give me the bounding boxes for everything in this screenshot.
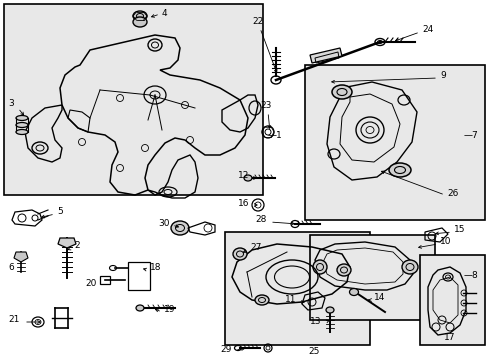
Polygon shape [309, 48, 341, 63]
Text: —1: —1 [267, 130, 282, 139]
Text: 18: 18 [150, 264, 161, 273]
Text: 13: 13 [309, 318, 321, 327]
Bar [224, 232, 369, 345]
Ellipse shape [331, 85, 351, 99]
Text: 23: 23 [260, 100, 271, 109]
Ellipse shape [16, 116, 28, 121]
Text: 16: 16 [238, 198, 249, 207]
Text: 28: 28 [254, 216, 266, 225]
Text: 21: 21 [8, 315, 20, 324]
Ellipse shape [232, 248, 246, 260]
Text: 27: 27 [249, 243, 261, 252]
Ellipse shape [171, 221, 189, 235]
Ellipse shape [336, 264, 350, 276]
Ellipse shape [136, 305, 143, 311]
Ellipse shape [325, 307, 333, 313]
Ellipse shape [16, 122, 28, 127]
Text: —7: —7 [463, 130, 478, 139]
Text: 17: 17 [443, 333, 454, 342]
Bar [305, 65, 484, 220]
Text: 19: 19 [163, 306, 175, 315]
Text: 6: 6 [8, 264, 14, 273]
Polygon shape [14, 252, 28, 262]
Text: 22: 22 [251, 18, 263, 27]
Text: 25: 25 [307, 347, 319, 356]
Bar [100, 276, 110, 284]
Text: 24: 24 [421, 26, 432, 35]
Bar [4, 4, 263, 195]
Polygon shape [58, 238, 76, 248]
Text: 3: 3 [8, 99, 14, 108]
Ellipse shape [349, 288, 358, 296]
Text: 26: 26 [446, 189, 457, 198]
Ellipse shape [401, 260, 417, 274]
Ellipse shape [254, 295, 268, 305]
Text: 5: 5 [57, 207, 62, 216]
Bar [309, 235, 434, 320]
Text: 2: 2 [74, 242, 80, 251]
Text: 15: 15 [453, 225, 465, 234]
Text: 11: 11 [285, 296, 296, 305]
Text: 20: 20 [85, 279, 96, 288]
Bar [128, 262, 150, 290]
Text: 9: 9 [439, 72, 445, 81]
Text: 4: 4 [162, 9, 167, 18]
Text: 10: 10 [439, 238, 450, 247]
Ellipse shape [388, 163, 410, 177]
Bar [419, 255, 484, 345]
Text: 12: 12 [238, 171, 249, 180]
Ellipse shape [16, 130, 28, 135]
Text: 29: 29 [220, 346, 231, 355]
Ellipse shape [133, 11, 147, 21]
Text: —8: —8 [463, 270, 478, 279]
Ellipse shape [244, 175, 251, 181]
Ellipse shape [312, 260, 326, 274]
Text: 14: 14 [373, 293, 385, 302]
Ellipse shape [133, 17, 147, 27]
Text: 30: 30 [158, 219, 169, 228]
